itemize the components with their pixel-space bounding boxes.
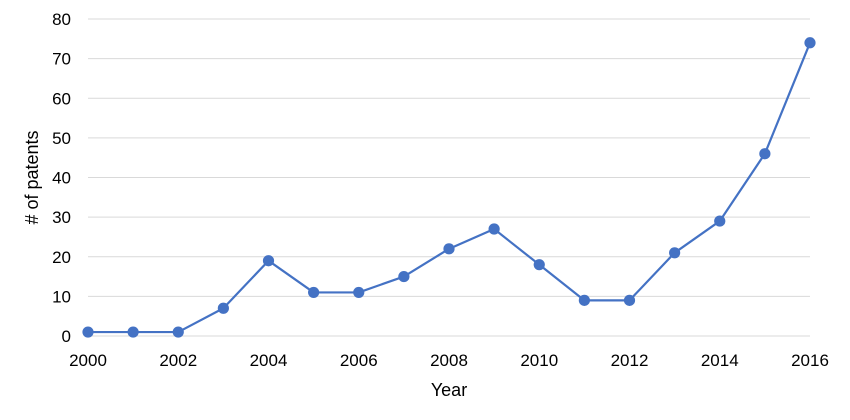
y-axis-ticks: 0 10 20 30 40 50 60 70 80 <box>52 10 71 346</box>
x-tick-label: 2016 <box>791 351 829 370</box>
y-tick-label: 70 <box>52 50 71 69</box>
data-point-2013 <box>669 247 681 259</box>
x-tick-label: 2000 <box>69 351 107 370</box>
data-point-2006 <box>353 286 365 299</box>
data-point-2000 <box>82 326 94 338</box>
y-tick-label: 20 <box>52 248 71 267</box>
data-point-2002 <box>172 326 184 338</box>
data-point-2014 <box>714 215 726 227</box>
y-axis-title: # of patents <box>22 130 42 224</box>
x-tick-label: 2008 <box>430 351 468 370</box>
x-axis-title: Year <box>431 380 467 400</box>
data-point-2010 <box>533 259 545 271</box>
data-point-2012 <box>623 294 636 306</box>
x-tick-label: 2004 <box>250 351 288 370</box>
data-point-2015 <box>759 148 771 160</box>
x-tick-label: 2014 <box>701 351 739 370</box>
data-point-2016 <box>804 37 816 49</box>
series-layer <box>82 37 816 338</box>
y-tick-label: 80 <box>52 10 71 29</box>
x-tick-label: 2002 <box>159 351 197 370</box>
x-tick-label: 2006 <box>340 351 378 370</box>
x-tick-label: 2012 <box>611 351 649 370</box>
data-point-2005 <box>308 286 320 299</box>
y-tick-label: 50 <box>52 129 71 148</box>
gridlines <box>88 18 810 297</box>
data-point-2009 <box>488 223 500 235</box>
data-point-2003 <box>217 302 229 314</box>
y-tick-label: 0 <box>62 327 71 346</box>
y-tick-label: 30 <box>52 208 71 227</box>
data-point-2007 <box>398 270 410 283</box>
y-tick-label: 10 <box>52 287 71 306</box>
series-line <box>88 42 812 334</box>
data-point-2011 <box>578 294 590 306</box>
data-point-2008 <box>443 243 455 255</box>
x-tick-label: 2010 <box>520 351 558 370</box>
data-point-2001 <box>127 326 139 338</box>
y-tick-label: 60 <box>52 89 71 108</box>
x-axis-ticks: 2000 2002 2004 2006 2008 2010 2012 2014 2016 <box>69 351 829 370</box>
y-tick-label: 40 <box>52 169 71 188</box>
data-point-2004 <box>262 255 275 267</box>
